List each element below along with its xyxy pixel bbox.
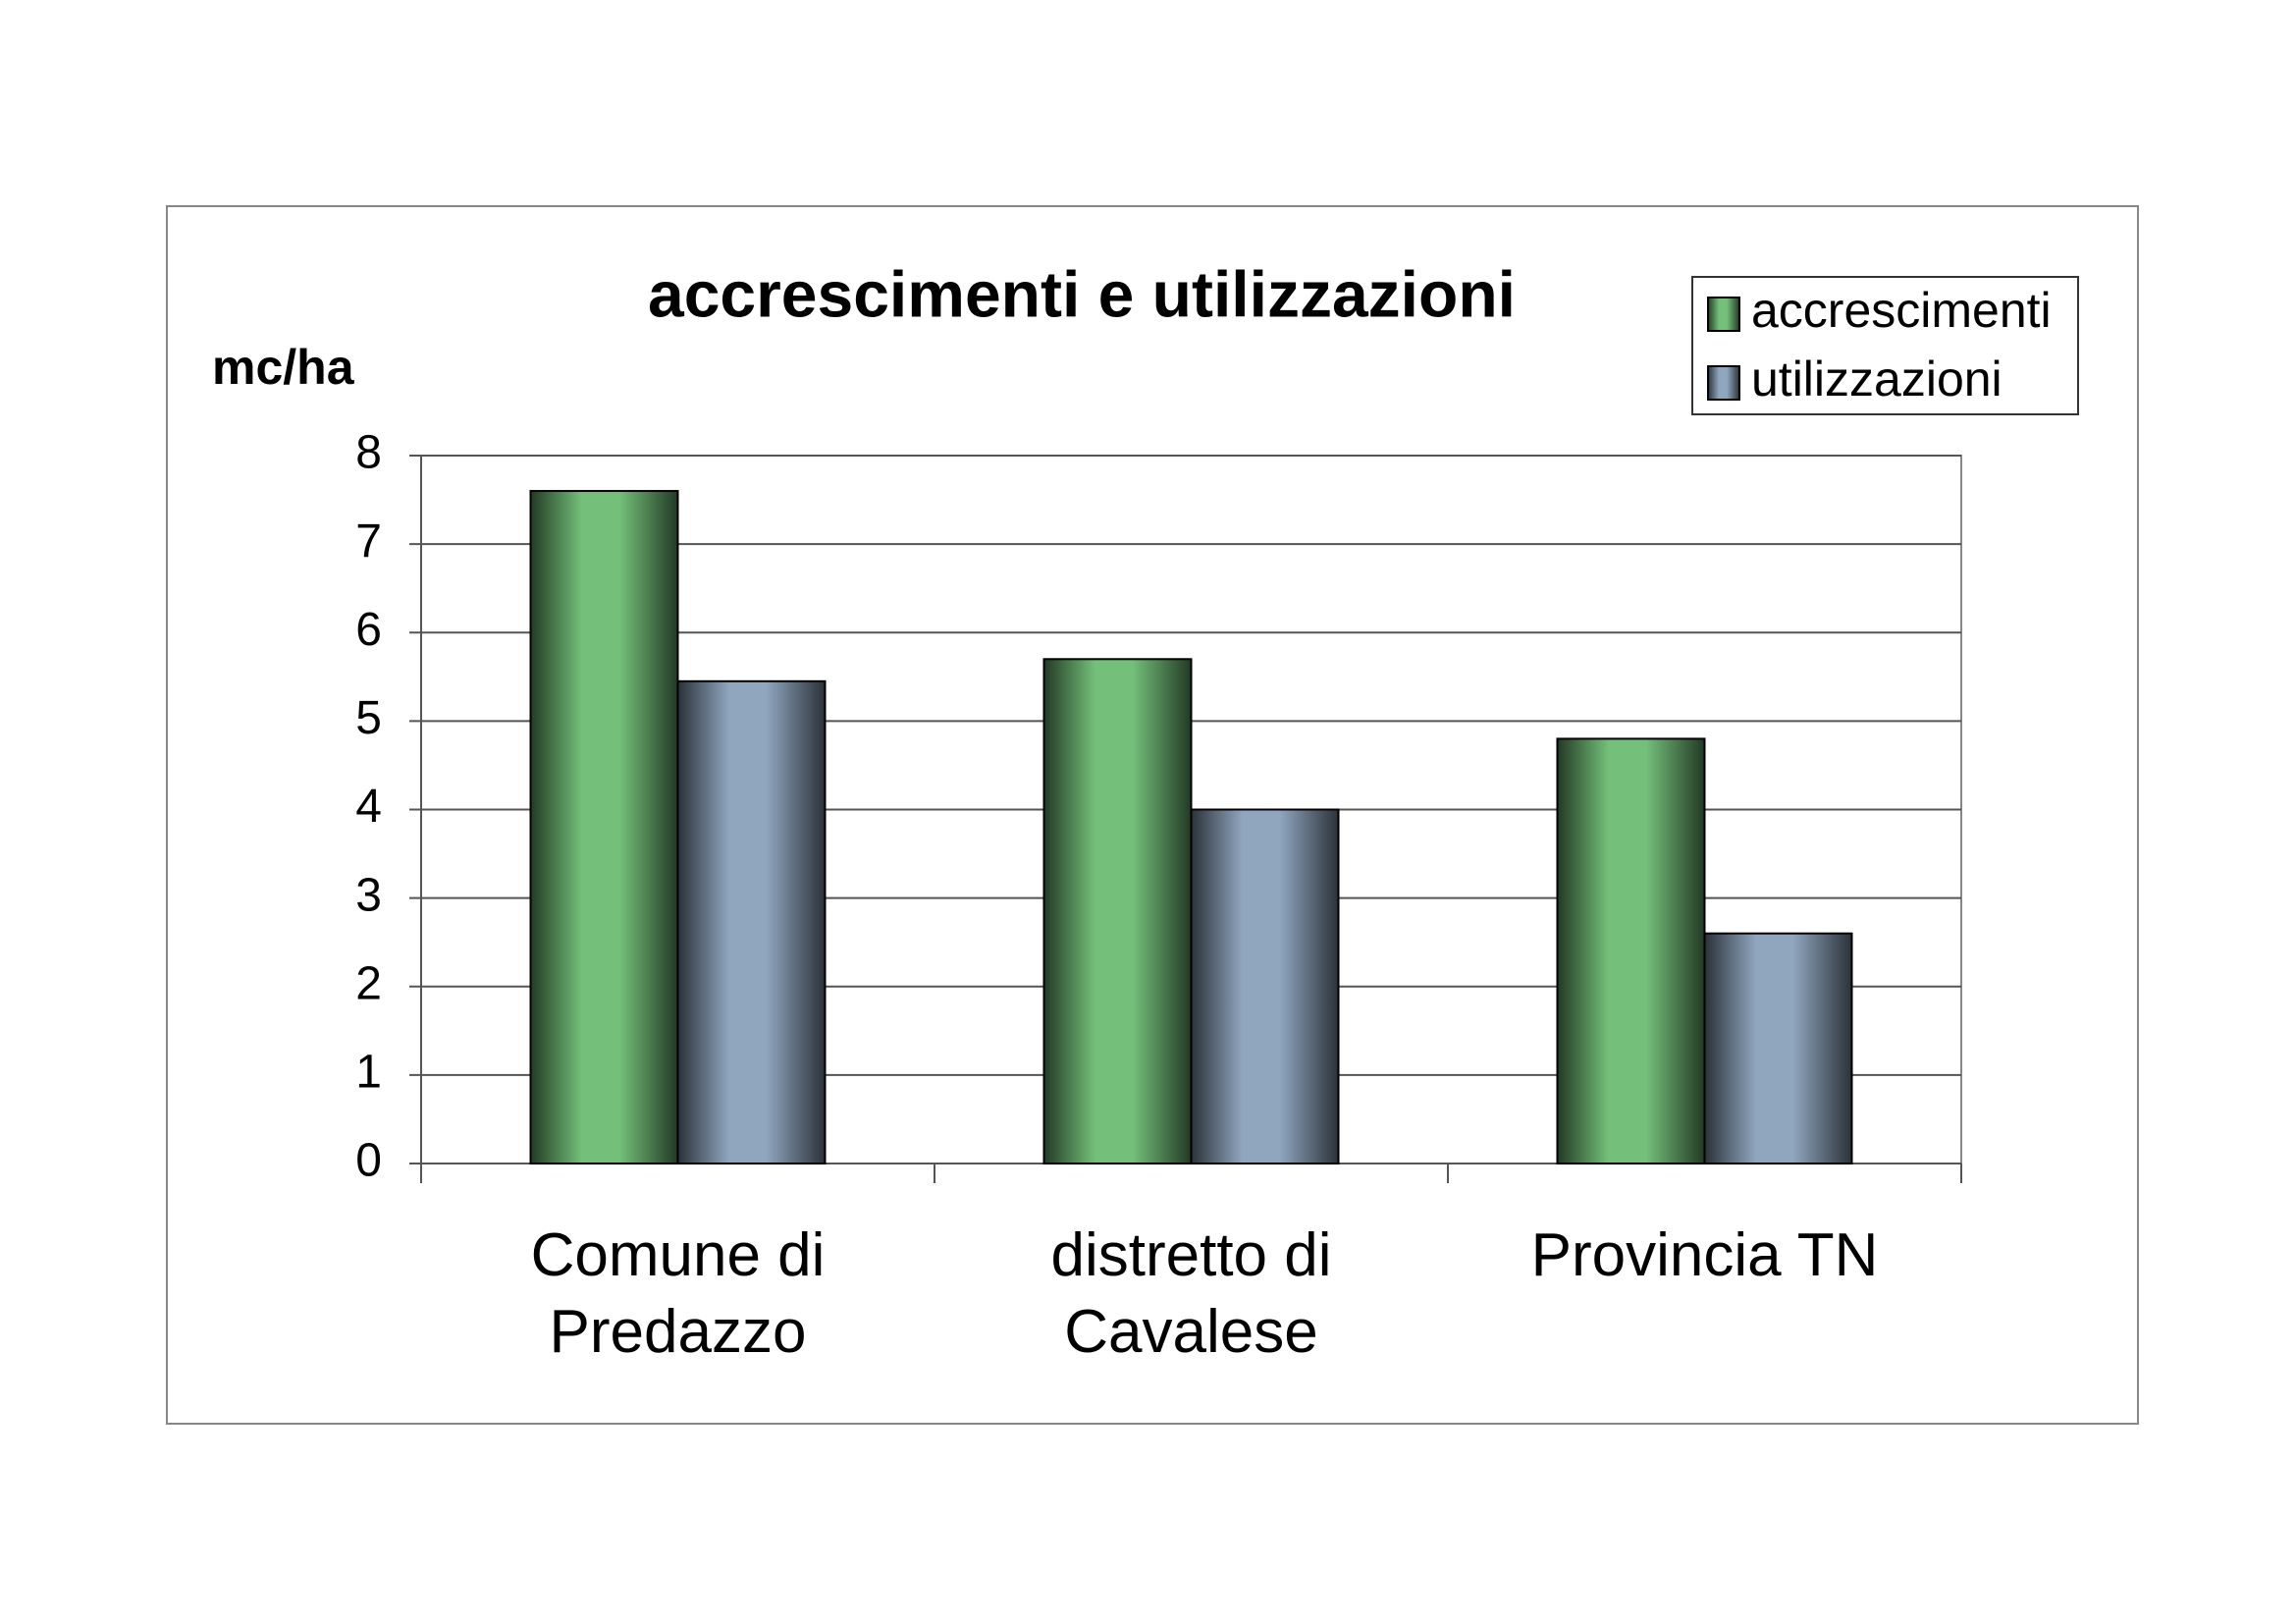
y-tick-label: 1: [355, 1047, 382, 1099]
y-axis-label: mc/ha: [212, 340, 355, 395]
y-tick-label: 7: [355, 515, 382, 568]
legend-swatch: [1707, 365, 1740, 401]
legend-swatch: [1707, 297, 1740, 332]
y-tick-label: 0: [355, 1135, 382, 1187]
chart-title: accrescimenti e utilizzazioni: [648, 257, 1516, 330]
x-tick-label: Comune di Predazzo: [530, 1221, 826, 1366]
y-tick-label: 2: [355, 957, 382, 1009]
y-tick-label: 8: [355, 427, 382, 479]
bar: [529, 490, 679, 1164]
x-tick-label: Provincia TN: [1530, 1221, 1879, 1289]
bar: [1703, 932, 1853, 1164]
y-tick-label: 6: [355, 604, 382, 656]
bar: [1042, 658, 1193, 1164]
y-tick-label: 4: [355, 781, 382, 833]
legend-box: [1691, 276, 2079, 415]
y-tick-label: 5: [355, 692, 382, 744]
legend-label: accrescimenti: [1751, 283, 2052, 338]
legend-label: utilizzazioni: [1751, 352, 2002, 406]
bar: [1556, 737, 1706, 1165]
bar: [1190, 808, 1340, 1164]
bar: [676, 679, 827, 1164]
y-tick-label: 3: [355, 869, 382, 921]
x-tick-label: distretto di Cavalese: [1050, 1221, 1332, 1366]
